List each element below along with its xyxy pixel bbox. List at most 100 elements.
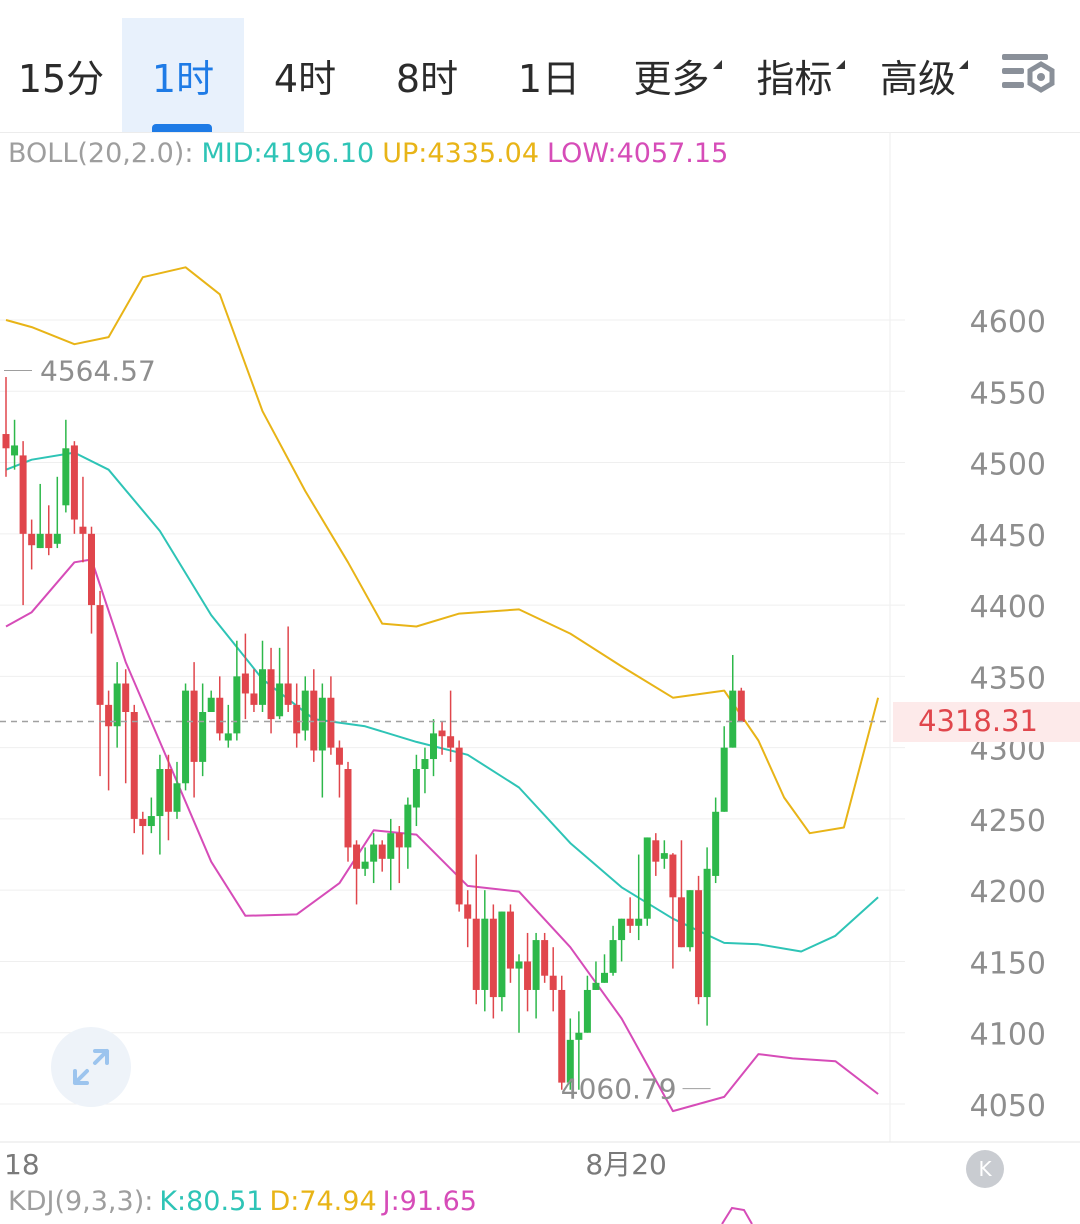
candle-body — [335, 747, 343, 765]
boll-low: LOW:4057.15 — [547, 138, 729, 169]
candle-body — [729, 690, 737, 748]
y-tick-label: 4600 — [970, 305, 1046, 340]
tab-label: 更多 — [633, 48, 722, 103]
candle-body — [164, 769, 172, 812]
candle-body — [660, 853, 668, 859]
active-tab-indicator — [152, 124, 212, 132]
candle-body — [353, 844, 361, 869]
y-tick-label: 4550 — [970, 376, 1046, 411]
tab-label: 高级 — [880, 48, 968, 103]
candle-body — [130, 712, 138, 819]
expand-icon[interactable] — [51, 1027, 131, 1107]
candle-body — [36, 533, 44, 549]
y-tick-label: 4500 — [970, 448, 1046, 483]
boll-legend: BOLL(20,2.0): MID:4196.10 UP:4335.04 LOW:40… — [8, 138, 736, 169]
candle-body — [412, 769, 420, 808]
candle-body — [310, 690, 318, 751]
candle-body — [532, 940, 540, 990]
candle-body — [344, 769, 352, 848]
candle-body — [96, 605, 104, 705]
candle-body — [575, 1032, 583, 1040]
candle-body — [472, 918, 480, 990]
candlestick-chart[interactable]: 4600455045004450440043504300425042004150… — [0, 132, 1080, 1224]
candle-body — [524, 961, 532, 990]
candle-body — [2, 434, 10, 449]
boll-up: UP:4335.04 — [382, 138, 540, 169]
kdj-k: K:80.51 — [159, 1186, 264, 1217]
candle-body — [105, 704, 113, 727]
candle-body — [241, 673, 249, 694]
candle-body — [506, 911, 514, 969]
y-tick-label: 4450 — [970, 519, 1046, 554]
boll-upper-line — [5, 266, 880, 835]
candle-body — [489, 918, 497, 998]
candle-body — [430, 733, 437, 760]
candle-body — [293, 704, 301, 734]
candle-body — [438, 730, 446, 737]
k-line-button[interactable]: K — [966, 1150, 1004, 1188]
candle-body — [618, 918, 626, 941]
candle-body — [207, 697, 215, 712]
candle-body — [378, 844, 386, 859]
candle-body — [62, 448, 70, 506]
candle-body — [447, 736, 455, 748]
dropdown-icon — [712, 59, 722, 69]
candle-body — [301, 690, 309, 731]
kdj-d: D:74.94 — [269, 1186, 377, 1217]
candle-body — [635, 918, 643, 926]
candle-body — [139, 818, 147, 827]
candle-body — [199, 712, 207, 762]
y-tick-label: 4050 — [970, 1089, 1046, 1124]
candle-body — [250, 693, 258, 705]
candle-body — [677, 897, 685, 948]
candle-body — [156, 769, 164, 817]
candle-body — [558, 989, 566, 1083]
tab-label: 8时 — [395, 56, 459, 101]
candle-body — [318, 697, 326, 751]
y-tick-label: 4150 — [970, 946, 1046, 981]
candle-body — [601, 972, 608, 983]
tab-label: 1日 — [517, 56, 581, 101]
y-tick-label: 4400 — [970, 590, 1046, 625]
candle-body — [259, 669, 266, 705]
y-tick-label: 4100 — [970, 1018, 1046, 1053]
candle-body — [182, 690, 190, 784]
tab-3[interactable]: 8时 — [366, 18, 488, 132]
candle-body — [720, 747, 728, 812]
candle-body — [737, 690, 745, 722]
tab-2[interactable]: 4时 — [244, 18, 366, 132]
tab-5[interactable]: 更多 — [610, 18, 733, 132]
candle-body — [583, 989, 591, 1033]
boll-lower-line — [5, 558, 879, 1113]
candle-body — [11, 445, 19, 456]
candle-body — [370, 844, 378, 862]
tab-label: 4时 — [273, 56, 337, 101]
timeframe-tab-bar: 15分 1时 4时 8时 1日 更多 指标 高级 — [0, 0, 1080, 133]
candle-body — [464, 904, 472, 919]
x-tick-label: 8月20 — [585, 1148, 666, 1181]
tab-4[interactable]: 1日 — [488, 18, 610, 132]
candle-body — [45, 533, 53, 549]
tab-1[interactable]: 1时 — [122, 18, 244, 132]
candle-body — [515, 961, 523, 969]
candle-body — [361, 861, 369, 869]
tab-0[interactable]: 15分 — [0, 18, 122, 132]
candle-body — [421, 759, 429, 770]
candle-body — [481, 918, 489, 990]
tab-6[interactable]: 指标 — [733, 18, 856, 132]
chart-settings-icon[interactable] — [996, 46, 1058, 104]
tab-7[interactable]: 高级 — [856, 18, 980, 132]
candle-body — [703, 868, 711, 998]
dropdown-icon — [835, 59, 845, 69]
candle-body — [88, 533, 95, 606]
tab-label: 15分 — [17, 56, 105, 101]
current-price-tag: 4318.31 — [893, 702, 1080, 742]
candle-body — [541, 940, 549, 976]
candle-body — [19, 455, 27, 534]
candle-body — [224, 733, 232, 741]
y-tick-label: 4350 — [970, 661, 1046, 696]
candle-body — [70, 445, 78, 520]
candle-body — [113, 683, 121, 727]
candle-body — [498, 911, 506, 998]
candle-body — [395, 833, 403, 848]
